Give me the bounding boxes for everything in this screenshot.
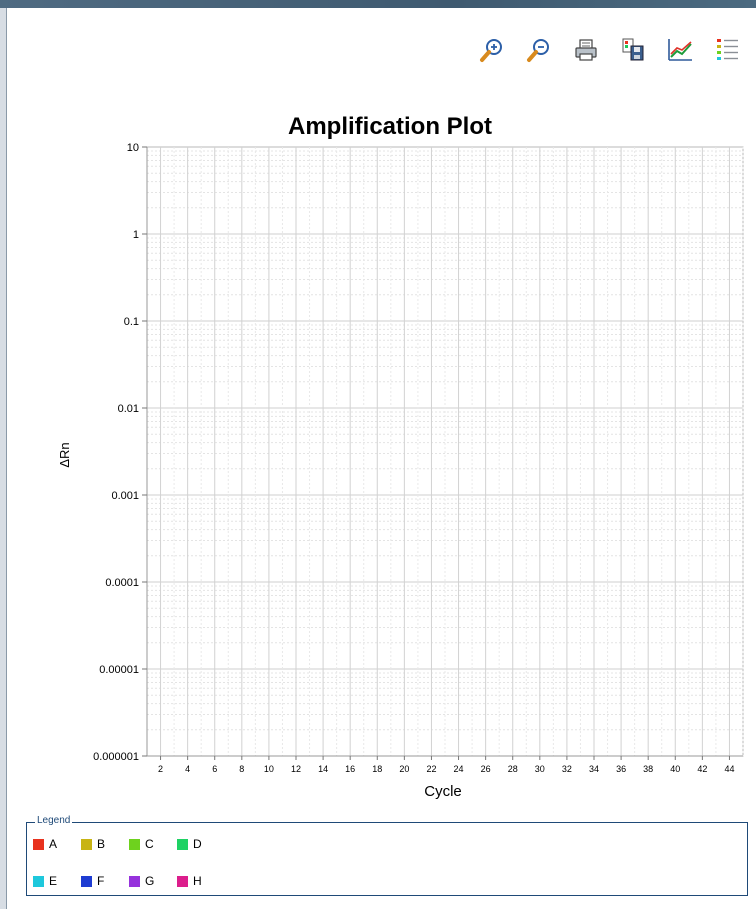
legend-toggle-button[interactable] [712,35,742,65]
export-button[interactable] [618,35,648,65]
amplification-plot[interactable]: Amplification Plot 10 1 0.1 0.01 0.001 0.0001… [0,100,756,810]
plot-settings-icon [668,39,692,61]
x-tick-label: 36 [616,764,626,774]
chart-title: Amplification Plot [288,113,492,140]
legend-label: D [193,837,202,851]
legend-item[interactable]: D [177,837,215,851]
x-tick-label: 44 [724,764,734,774]
x-tick-label: 2 [158,764,163,774]
legend-swatch [33,838,44,850]
x-tick-label: 12 [291,764,301,774]
window-title-bar [0,0,756,8]
y-tick-label: 0.0001 [105,577,139,589]
legend-swatch [177,838,188,850]
legend-label: B [97,837,106,851]
y-axis-label: ΔRn [57,442,72,467]
x-tick-label: 42 [697,764,707,774]
y-tick-label: 0.1 [124,316,139,328]
zoom-out-icon [527,39,549,62]
plot-toolbar [477,32,742,68]
x-tick-label: 4 [185,764,190,774]
print-icon [575,39,597,61]
print-button[interactable] [571,35,601,65]
legend-swatch [81,875,92,887]
legend-item[interactable]: A [33,837,71,851]
x-tick-label: 22 [426,764,436,774]
x-tick-label: 10 [264,764,274,774]
x-tick-label: 28 [508,764,518,774]
zoom-in-icon [480,39,502,62]
x-tick-label: 34 [589,764,599,774]
legend-label: C [145,837,154,851]
y-tick-label: 10 [127,142,139,154]
legend-row: E F G H [33,874,215,888]
x-tick-label: 16 [345,764,355,774]
x-tick-label: 30 [535,764,545,774]
x-tick-label: 8 [239,764,244,774]
legend-swatch [81,838,92,850]
legend-swatch [177,875,188,887]
x-axis-label: Cycle [424,783,462,800]
x-tick-label: 32 [562,764,572,774]
x-tick-label: 6 [212,764,217,774]
x-tick-label: 14 [318,764,328,774]
legend-box: Legend A B C D E F G H [26,815,748,896]
legend-item[interactable]: G [129,874,167,888]
zoom-out-button[interactable] [524,35,554,65]
legend-swatch [33,875,44,887]
legend-item[interactable]: B [81,837,119,851]
legend-row: A B C D [33,837,215,851]
legend-item[interactable]: F [81,874,119,888]
x-tick-labels: 2 4 6 8 10 12 14 16 18 20 22 24 26 28 30 32 34 36 38 40 42 44 [158,756,734,774]
legend-title: Legend [35,815,73,826]
left-panel-border [0,8,7,909]
legend-label: G [145,874,155,888]
y-tick-labels: 10 1 0.1 0.01 0.001 0.0001 0.00001 0.000001 [93,142,147,763]
legend-item[interactable]: H [177,874,215,888]
legend-label: H [193,874,202,888]
plot-grid [146,146,744,757]
x-tick-label: 24 [454,764,464,774]
zoom-in-button[interactable] [477,35,507,65]
x-tick-label: 26 [481,764,491,774]
legend-label: E [49,874,58,888]
plot-axes [146,147,743,757]
export-icon [622,38,644,61]
legend-label: F [97,874,105,888]
legend-item[interactable]: C [129,837,167,851]
legend-toggle-icon [717,39,738,60]
y-tick-label: 0.01 [118,403,139,415]
x-tick-label: 20 [399,764,409,774]
x-tick-label: 38 [643,764,653,774]
y-tick-label: 0.00001 [99,664,139,676]
plot-settings-button[interactable] [665,35,695,65]
y-tick-label: 0.001 [111,490,139,502]
y-tick-label: 1 [133,229,139,241]
legend-swatch [129,838,140,850]
x-tick-label: 18 [372,764,382,774]
x-tick-label: 40 [670,764,680,774]
y-tick-label: 0.000001 [93,751,139,763]
legend-item[interactable]: E [33,874,71,888]
legend-label: A [49,837,58,851]
legend-swatch [129,875,140,887]
